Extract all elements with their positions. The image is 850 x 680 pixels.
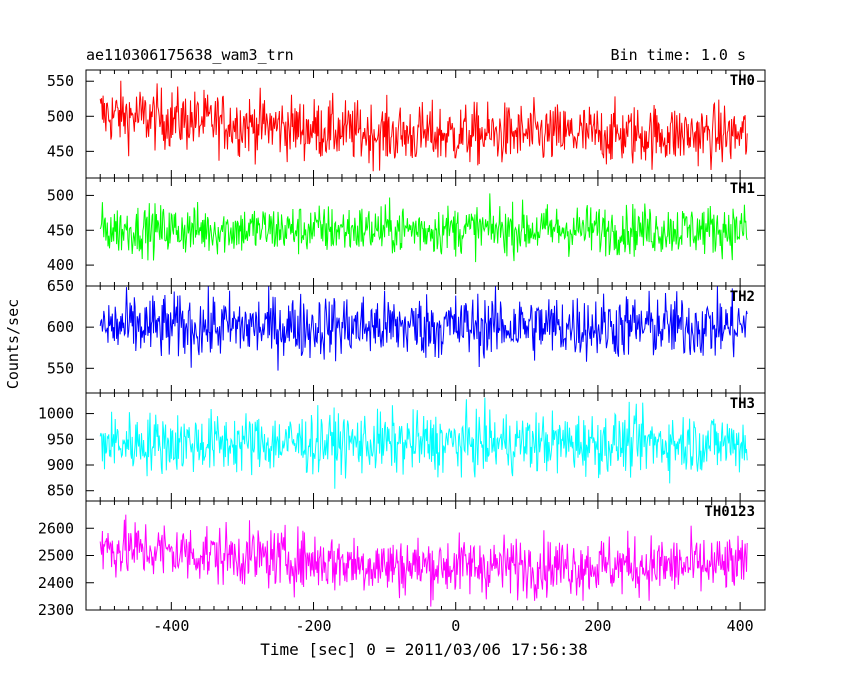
- panel-label-th1: TH1: [730, 181, 755, 197]
- y-tick-label: 900: [47, 456, 74, 474]
- panel-th0123: 2300 2400 2500 2600 TH0123: [38, 500, 766, 619]
- chart-title: ae110306175638_wam3_trn: [86, 46, 294, 64]
- series-line-th1: [99, 193, 748, 263]
- panel-th1: 400 450 500 TH1: [47, 177, 766, 287]
- panel-th3: 850 900 950 1000 TH3: [38, 392, 766, 502]
- y-tick-label: 850: [47, 482, 74, 500]
- y-tick-label: 2300: [38, 601, 74, 619]
- panel-label-th2: TH2: [730, 289, 755, 305]
- series-line-th0: [99, 80, 748, 172]
- series-line-th0123: [99, 514, 748, 607]
- x-tick-label: -200: [295, 617, 331, 635]
- y-tick-label: 500: [47, 107, 74, 125]
- x-tick-label: 200: [584, 617, 611, 635]
- panel-label-th0: TH0: [730, 73, 755, 89]
- y-tick-label: 550: [47, 359, 74, 377]
- y-tick-label: 650: [47, 277, 74, 295]
- series-line-th3: [99, 397, 748, 489]
- y-tick-label: 500: [47, 186, 74, 204]
- x-tick-label: 400: [727, 617, 754, 635]
- y-tick-label: 2600: [38, 519, 74, 537]
- panel-label-th0123: TH0123: [704, 504, 755, 520]
- bin-time-label: Bin time: 1.0 s: [611, 46, 746, 64]
- y-tick-label: 600: [47, 318, 74, 336]
- y-tick-label: 450: [47, 221, 74, 239]
- y-tick-label: 1000: [38, 405, 74, 423]
- panel-th2: 550 600 650 TH2: [47, 277, 766, 394]
- y-axis-label: Counts/sec: [4, 299, 22, 389]
- y-tick-label: 2400: [38, 574, 74, 592]
- panel-th0: 450 500 550 TH0: [47, 69, 766, 179]
- panel-label-th3: TH3: [730, 396, 755, 412]
- y-tick-label: 400: [47, 256, 74, 274]
- x-axis-label: Time [sec] 0 = 2011/03/06 17:56:38: [260, 640, 588, 659]
- x-tick-label: 0: [451, 617, 460, 635]
- y-tick-label: 550: [47, 72, 74, 90]
- y-tick-label: 450: [47, 142, 74, 160]
- panels-group: 450 500 550 TH0 400 450 500 TH1 550 600 650 TH2 850 9…: [38, 69, 766, 635]
- y-tick-label: 950: [47, 430, 74, 448]
- x-tick-label: -400: [153, 617, 189, 635]
- y-tick-label: 2500: [38, 547, 74, 565]
- series-line-th2: [99, 286, 748, 371]
